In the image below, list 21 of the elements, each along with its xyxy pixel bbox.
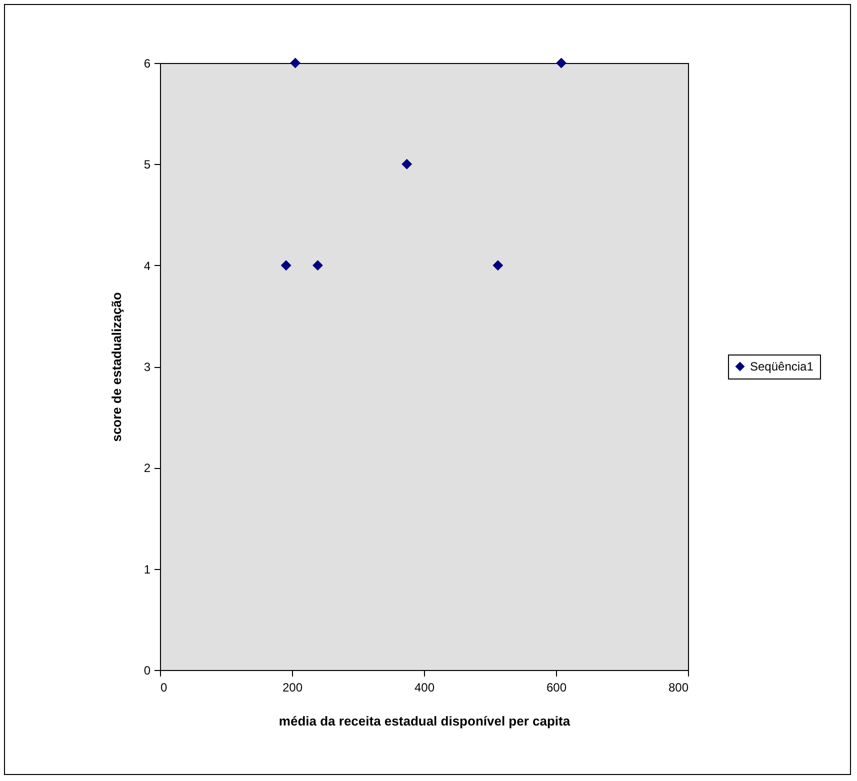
x-axis-title: média da receita estadual disponível per capita xyxy=(278,714,571,728)
x-tick-label: 400 xyxy=(414,680,435,694)
x-tick-label: 0 xyxy=(160,680,168,694)
y-axis-title: score de estadualização xyxy=(108,292,124,442)
point xyxy=(402,158,412,170)
y-tick-label: 5 xyxy=(144,158,151,172)
point xyxy=(492,260,504,271)
legend-label: Seqüência1 xyxy=(750,360,814,374)
y-tick-label: 2 xyxy=(144,461,151,476)
y-tick-label: 6 xyxy=(144,56,151,70)
point xyxy=(312,260,323,271)
y-tick-label: 0 xyxy=(144,664,151,678)
point xyxy=(556,58,567,68)
point xyxy=(280,260,292,271)
point xyxy=(290,58,301,68)
y-tick-label: 1 xyxy=(144,562,151,576)
y-tick-label: 3 xyxy=(144,360,151,374)
x-tick-label: 200 xyxy=(282,680,303,694)
x-tick-label: 600 xyxy=(546,680,567,694)
x-tick-label: 800 xyxy=(668,680,689,694)
y-tick-label: 4 xyxy=(144,258,151,273)
